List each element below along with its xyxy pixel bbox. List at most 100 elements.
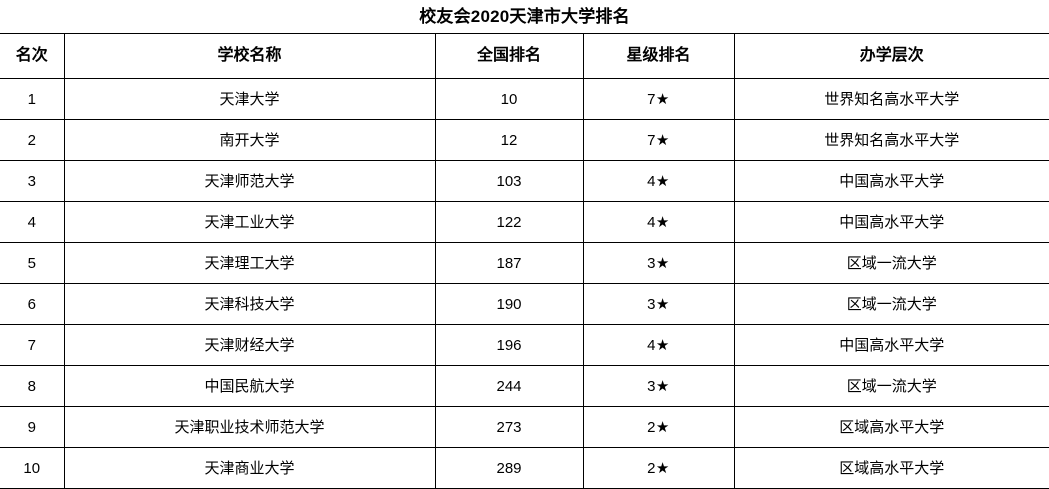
cell-rank-value: 1 [0, 92, 64, 107]
table-row: 5 天津理工大学 187 3★ 区域一流大学 [0, 243, 1049, 284]
cell-level: 中国高水平大学 [734, 325, 1049, 366]
cell-level-value: 世界知名高水平大学 [735, 133, 1049, 148]
cell-level: 世界知名高水平大学 [734, 120, 1049, 161]
cell-rank: 3 [0, 161, 64, 202]
cell-level-value: 中国高水平大学 [735, 215, 1049, 230]
cell-rank: 8 [0, 366, 64, 407]
cell-school-value: 天津理工大学 [65, 256, 435, 271]
column-header-national-rank-label: 全国排名 [436, 48, 583, 64]
table-row: 7 天津财经大学 196 4★ 中国高水平大学 [0, 325, 1049, 366]
cell-level: 世界知名高水平大学 [734, 79, 1049, 120]
cell-rank: 7 [0, 325, 64, 366]
cell-national-rank-value: 187 [436, 256, 583, 271]
cell-school: 天津理工大学 [64, 243, 435, 284]
cell-star-rank: 3★ [583, 284, 734, 325]
table-header: 名次 学校名称 全国排名 星级排名 办学层次 [0, 34, 1049, 79]
page-title: 校友会2020天津市大学排名 [419, 8, 630, 25]
cell-school: 天津职业技术师范大学 [64, 407, 435, 448]
cell-rank: 5 [0, 243, 64, 284]
table-body: 1 天津大学 10 7★ 世界知名高水平大学 2 南开大学 12 7★ 世界知名… [0, 79, 1049, 489]
cell-rank-value: 6 [0, 297, 64, 312]
cell-school: 天津商业大学 [64, 448, 435, 489]
cell-level-value: 区域高水平大学 [735, 461, 1049, 476]
cell-star-rank: 2★ [583, 407, 734, 448]
cell-level: 区域一流大学 [734, 366, 1049, 407]
cell-rank: 4 [0, 202, 64, 243]
cell-level: 中国高水平大学 [734, 161, 1049, 202]
cell-rank-value: 4 [0, 215, 64, 230]
table-row: 4 天津工业大学 122 4★ 中国高水平大学 [0, 202, 1049, 243]
cell-school-value: 南开大学 [65, 133, 435, 148]
cell-school: 天津工业大学 [64, 202, 435, 243]
table-row: 6 天津科技大学 190 3★ 区域一流大学 [0, 284, 1049, 325]
cell-star-rank: 4★ [583, 325, 734, 366]
cell-star-rank: 3★ [583, 366, 734, 407]
cell-level: 区域一流大学 [734, 284, 1049, 325]
column-header-school-label: 学校名称 [65, 48, 435, 64]
cell-level: 区域高水平大学 [734, 407, 1049, 448]
cell-star-rank: 4★ [583, 161, 734, 202]
cell-star-rank-value: 2★ [584, 461, 734, 476]
cell-school-value: 天津商业大学 [65, 461, 435, 476]
table-row: 2 南开大学 12 7★ 世界知名高水平大学 [0, 120, 1049, 161]
cell-school-value: 天津职业技术师范大学 [65, 420, 435, 435]
cell-star-rank-value: 3★ [584, 297, 734, 312]
cell-level: 中国高水平大学 [734, 202, 1049, 243]
column-header-national-rank: 全国排名 [435, 34, 583, 79]
cell-rank: 9 [0, 407, 64, 448]
cell-school-value: 天津工业大学 [65, 215, 435, 230]
university-ranking-table: 名次 学校名称 全国排名 星级排名 办学层次 1 天津大学 1 [0, 33, 1049, 489]
cell-level-value: 中国高水平大学 [735, 174, 1049, 189]
cell-star-rank-value: 2★ [584, 420, 734, 435]
table-header-row: 名次 学校名称 全国排名 星级排名 办学层次 [0, 34, 1049, 79]
cell-star-rank: 7★ [583, 79, 734, 120]
cell-level: 区域一流大学 [734, 243, 1049, 284]
document-title-bar: 校友会2020天津市大学排名 [0, 0, 1049, 33]
cell-school: 天津财经大学 [64, 325, 435, 366]
cell-school: 天津科技大学 [64, 284, 435, 325]
cell-school-value: 中国民航大学 [65, 379, 435, 394]
cell-rank-value: 8 [0, 379, 64, 394]
cell-rank: 6 [0, 284, 64, 325]
column-header-rank-label: 名次 [0, 48, 64, 64]
cell-national-rank: 244 [435, 366, 583, 407]
cell-star-rank-value: 4★ [584, 215, 734, 230]
table-row: 1 天津大学 10 7★ 世界知名高水平大学 [0, 79, 1049, 120]
cell-level-value: 区域高水平大学 [735, 420, 1049, 435]
cell-rank-value: 10 [0, 461, 64, 476]
cell-national-rank: 190 [435, 284, 583, 325]
table-row: 3 天津师范大学 103 4★ 中国高水平大学 [0, 161, 1049, 202]
cell-school: 天津大学 [64, 79, 435, 120]
cell-rank: 10 [0, 448, 64, 489]
cell-level: 区域高水平大学 [734, 448, 1049, 489]
cell-level-value: 区域一流大学 [735, 297, 1049, 312]
cell-star-rank-value: 3★ [584, 379, 734, 394]
cell-star-rank-value: 7★ [584, 92, 734, 107]
cell-national-rank-value: 273 [436, 420, 583, 435]
cell-school: 南开大学 [64, 120, 435, 161]
cell-school: 中国民航大学 [64, 366, 435, 407]
column-header-star-rank: 星级排名 [583, 34, 734, 79]
cell-national-rank-value: 244 [436, 379, 583, 394]
cell-level-value: 中国高水平大学 [735, 338, 1049, 353]
cell-star-rank: 4★ [583, 202, 734, 243]
cell-school-value: 天津科技大学 [65, 297, 435, 312]
cell-rank-value: 5 [0, 256, 64, 271]
table-row: 9 天津职业技术师范大学 273 2★ 区域高水平大学 [0, 407, 1049, 448]
cell-rank: 2 [0, 120, 64, 161]
column-header-rank: 名次 [0, 34, 64, 79]
cell-national-rank: 187 [435, 243, 583, 284]
cell-school: 天津师范大学 [64, 161, 435, 202]
cell-national-rank: 103 [435, 161, 583, 202]
table-row: 8 中国民航大学 244 3★ 区域一流大学 [0, 366, 1049, 407]
cell-rank-value: 2 [0, 133, 64, 148]
cell-national-rank: 10 [435, 79, 583, 120]
cell-level-value: 世界知名高水平大学 [735, 92, 1049, 107]
cell-star-rank-value: 4★ [584, 174, 734, 189]
cell-rank-value: 9 [0, 420, 64, 435]
table-row: 10 天津商业大学 289 2★ 区域高水平大学 [0, 448, 1049, 489]
cell-school-value: 天津师范大学 [65, 174, 435, 189]
cell-level-value: 区域一流大学 [735, 256, 1049, 271]
column-header-school: 学校名称 [64, 34, 435, 79]
